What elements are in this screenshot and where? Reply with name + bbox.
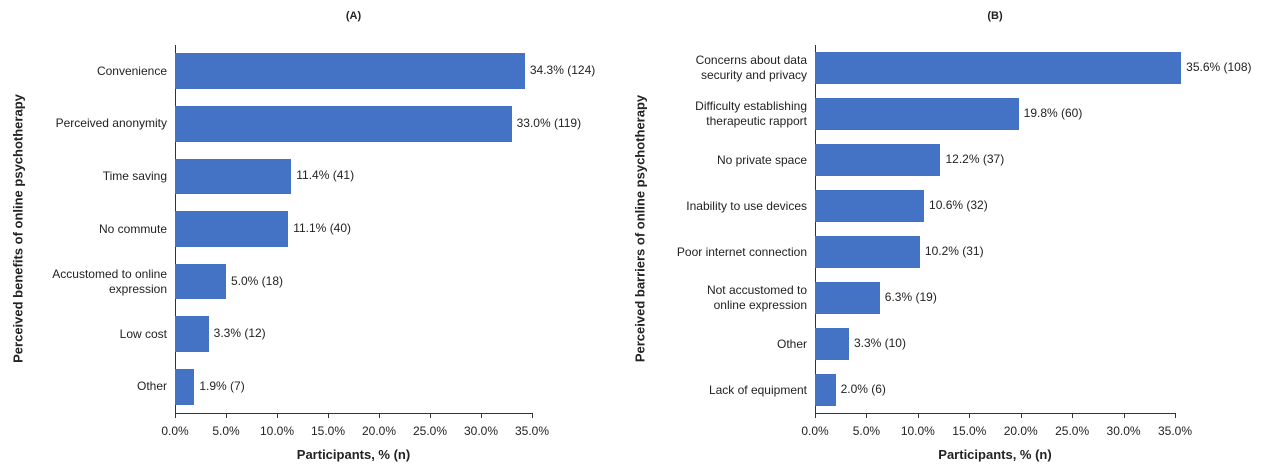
x-tick-label: 30.0% xyxy=(1106,424,1141,438)
value-label: 3.3% (10) xyxy=(853,336,906,350)
bar xyxy=(815,374,836,406)
x-tick-label: 25.0% xyxy=(412,424,448,438)
value-label: 11.1% (40) xyxy=(293,221,352,235)
x-axis-line xyxy=(815,413,1175,414)
x-axis-line xyxy=(175,413,532,414)
value-label: 2.0% (6) xyxy=(840,382,886,396)
category-label: No private space xyxy=(716,152,807,167)
x-tick-label: 0.0% xyxy=(801,424,829,438)
x-tick-label: 20.0% xyxy=(361,424,397,438)
value-label: 35.6% (108) xyxy=(1186,60,1252,74)
x-tick-label: 30.0% xyxy=(463,424,499,438)
category-label: Perceived anonymity xyxy=(55,116,167,131)
x-tick-label: 5.0% xyxy=(852,424,881,438)
x-tick-label: 20.0% xyxy=(1003,424,1038,438)
category-label: Convenience xyxy=(96,63,167,78)
x-tick-label: 35.0% xyxy=(1157,424,1193,438)
bar xyxy=(815,190,925,222)
bar xyxy=(175,158,292,195)
category-label: Not accustomed to online expression xyxy=(706,283,807,312)
value-label: 33.0% (119) xyxy=(516,115,582,130)
bar xyxy=(175,211,289,247)
chart-title: (B) xyxy=(987,10,1003,22)
value-label: 10.6% (32) xyxy=(929,198,988,212)
category-label: Other xyxy=(776,336,807,351)
x-tick-label: 35.0% xyxy=(514,424,550,438)
x-tick-label: 15.0% xyxy=(310,424,346,438)
value-label: 1.9% (7) xyxy=(199,378,245,393)
x-axis-label: Participants, % (n) xyxy=(296,447,411,462)
x-tick xyxy=(866,413,868,418)
x-tick xyxy=(175,413,176,418)
value-label: 6.3% (19) xyxy=(884,290,937,304)
x-tick xyxy=(226,413,227,418)
bar xyxy=(815,98,1019,130)
y-axis-line xyxy=(815,45,816,413)
bar xyxy=(815,52,1182,84)
value-label: 12.2% (37) xyxy=(945,152,1005,166)
bar xyxy=(175,316,209,352)
category-label: Accustomed to online expression xyxy=(52,266,167,296)
x-tick xyxy=(277,413,278,418)
value-label: 3.3% (12) xyxy=(213,326,266,341)
x-tick xyxy=(1072,413,1074,418)
category-label: Concerns about data security and privacy xyxy=(695,53,807,82)
value-label: 34.3% (124) xyxy=(529,63,596,78)
x-tick xyxy=(328,413,329,418)
x-tick xyxy=(430,413,431,418)
category-label: Other xyxy=(136,379,167,394)
x-tick xyxy=(379,413,380,418)
x-tick xyxy=(532,413,533,418)
category-label: Lack of equipment xyxy=(708,382,807,397)
x-tick xyxy=(969,413,971,418)
x-tick xyxy=(1123,413,1125,418)
bar xyxy=(175,368,195,405)
x-tick-label: 10.0% xyxy=(900,424,935,438)
bar xyxy=(175,53,525,90)
category-label: Inability to use devices xyxy=(686,198,807,213)
value-label: 5.0% (18) xyxy=(231,273,284,288)
x-tick-label: 10.0% xyxy=(259,424,295,438)
x-tick-label: 5.0% xyxy=(212,424,240,438)
x-tick xyxy=(1175,413,1176,418)
value-label: 10.2% (31) xyxy=(924,244,984,258)
x-tick xyxy=(1020,413,1022,418)
category-label: Time saving xyxy=(102,168,167,183)
bar xyxy=(175,263,226,300)
bar xyxy=(175,105,512,142)
x-tick-label: 0.0% xyxy=(161,424,189,438)
value-label: 19.8% (60) xyxy=(1023,106,1083,120)
bar xyxy=(815,328,849,360)
value-label: 11.4% (41) xyxy=(296,168,355,183)
bar xyxy=(815,282,880,314)
category-label: Difficulty establishing therapeutic rapp… xyxy=(695,99,807,128)
bar xyxy=(815,236,920,268)
x-tick xyxy=(481,413,482,418)
x-tick xyxy=(917,413,919,418)
category-label: No commute xyxy=(98,221,167,236)
bar xyxy=(815,144,941,176)
x-tick xyxy=(815,413,816,418)
chart-title: (A) xyxy=(345,10,362,22)
category-label: Low cost xyxy=(119,326,167,341)
x-axis-label: Participants, % (n) xyxy=(938,447,1052,462)
x-tick-label: 25.0% xyxy=(1055,424,1090,438)
x-tick-label: 15.0% xyxy=(952,424,987,438)
category-label: Poor internet connection xyxy=(676,244,807,259)
